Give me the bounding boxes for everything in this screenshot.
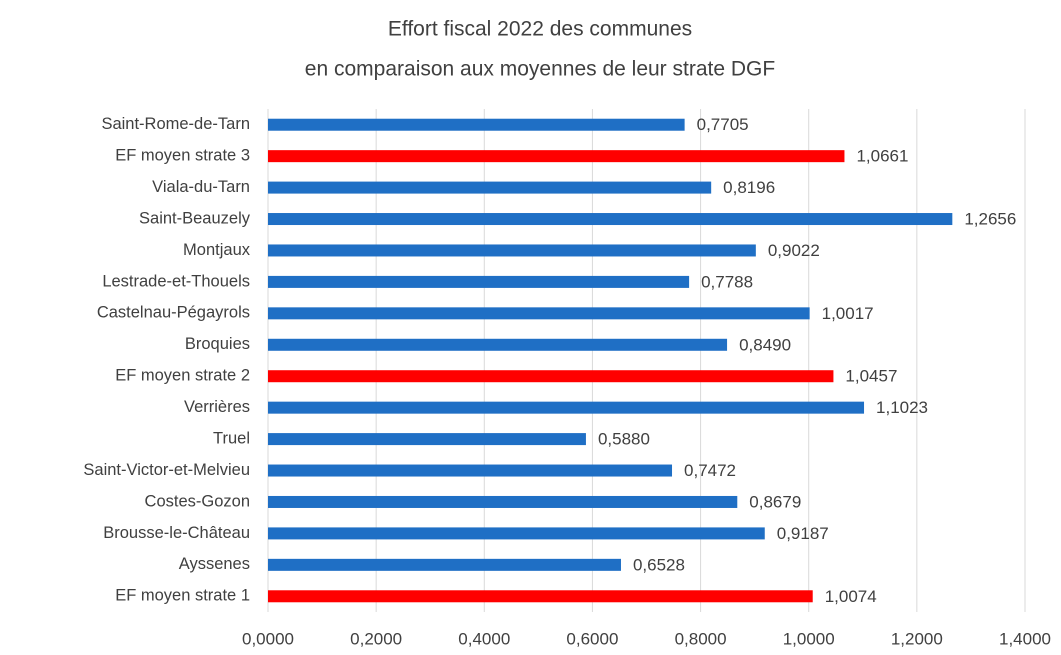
bar — [268, 370, 834, 383]
y-tick-label: Ayssenes — [179, 555, 250, 573]
value-label: 1,0457 — [845, 367, 897, 386]
chart-title: Effort fiscal 2022 des communes — [388, 18, 692, 41]
x-tick-label: 1,4000 — [999, 629, 1051, 648]
y-tick-label: Lestrade-et-Thouels — [102, 272, 250, 290]
value-label: 1,0017 — [822, 304, 874, 323]
value-label: 0,7472 — [684, 461, 736, 480]
x-tick-label: 1,0000 — [783, 629, 835, 648]
value-label: 0,9022 — [768, 241, 820, 260]
bar — [268, 244, 756, 257]
bar — [268, 433, 586, 446]
bar — [268, 590, 813, 603]
bar — [268, 401, 865, 414]
value-label: 0,9187 — [777, 524, 829, 543]
bar — [268, 464, 673, 477]
value-label: 0,6528 — [633, 555, 685, 574]
bar — [268, 181, 712, 194]
y-tick-label: EF moyen strate 3 — [115, 147, 250, 165]
y-tick-label: Costes-Gozon — [145, 492, 250, 510]
y-tick-label: Montjaux — [183, 241, 251, 259]
y-tick-label: Saint-Beauzely — [139, 209, 251, 227]
y-tick-label: EF moyen strate 2 — [115, 367, 250, 385]
x-tick-label: 0,6000 — [566, 629, 618, 648]
value-label: 0,8490 — [739, 335, 791, 354]
bar — [268, 213, 953, 226]
y-tick-label: EF moyen strate 1 — [115, 587, 250, 605]
value-label: 0,8196 — [723, 178, 775, 197]
value-label: 1,1023 — [876, 398, 928, 417]
value-label: 0,7705 — [697, 115, 749, 134]
bar — [268, 275, 690, 288]
bar — [268, 338, 728, 351]
value-label: 0,5880 — [598, 430, 650, 449]
x-tick-label: 0,2000 — [350, 629, 402, 648]
bar — [268, 558, 621, 571]
y-tick-label: Castelnau-Pégayrols — [97, 304, 250, 322]
y-tick-label: Viala-du-Tarn — [152, 178, 250, 196]
bar — [268, 118, 685, 131]
y-tick-label: Truel — [213, 429, 250, 447]
x-tick-label: 1,2000 — [891, 629, 943, 648]
y-tick-label: Broquies — [185, 335, 250, 353]
x-tick-label: 0,8000 — [675, 629, 727, 648]
bar — [268, 527, 765, 540]
chart-title: en comparaison aux moyennes de leur stra… — [305, 58, 775, 81]
bar — [268, 495, 738, 508]
value-label: 1,0074 — [825, 587, 877, 606]
value-label: 1,2656 — [964, 210, 1016, 229]
bar — [268, 307, 810, 320]
bar — [268, 150, 845, 163]
value-label: 0,7788 — [701, 272, 753, 291]
value-label: 1,0661 — [856, 147, 908, 166]
y-tick-label: Verrières — [184, 398, 250, 416]
x-tick-label: 0,4000 — [458, 629, 510, 648]
y-tick-label: Brousse-le-Château — [103, 524, 250, 542]
value-label: 0,8679 — [749, 492, 801, 511]
y-tick-label: Saint-Victor-et-Melvieu — [83, 461, 250, 479]
y-tick-label: Saint-Rome-de-Tarn — [101, 115, 250, 133]
x-tick-label: 0,0000 — [242, 629, 294, 648]
